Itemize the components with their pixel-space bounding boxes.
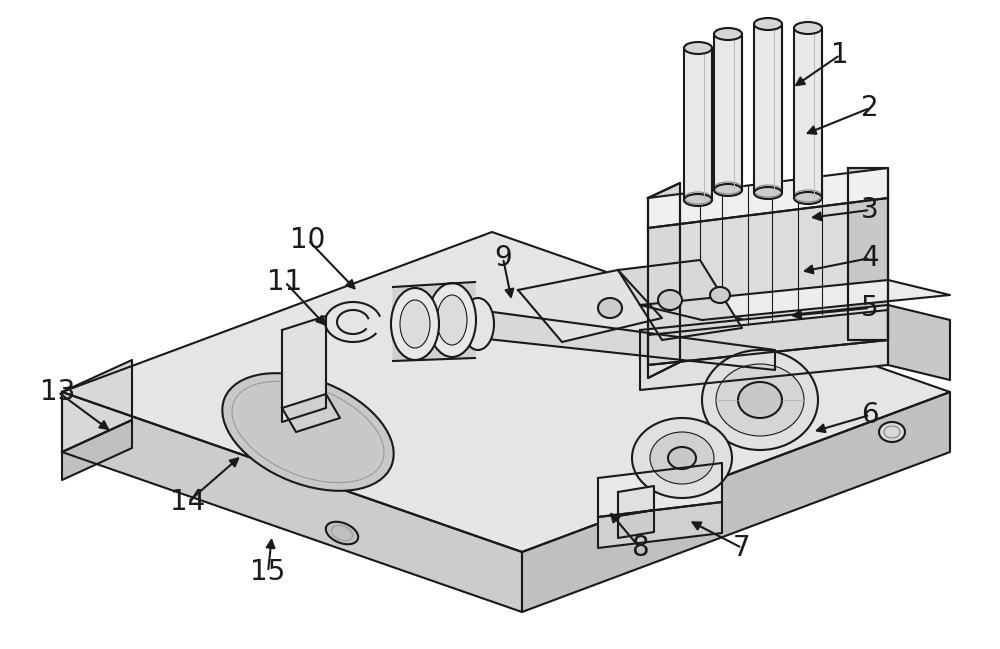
Polygon shape xyxy=(62,420,132,480)
Text: 3: 3 xyxy=(861,196,879,224)
Ellipse shape xyxy=(684,194,712,206)
Ellipse shape xyxy=(684,42,712,54)
Ellipse shape xyxy=(428,283,476,357)
Polygon shape xyxy=(640,280,950,320)
Ellipse shape xyxy=(462,298,494,350)
Text: 14: 14 xyxy=(170,488,206,516)
Text: 13: 13 xyxy=(40,378,76,406)
Polygon shape xyxy=(648,198,888,365)
Text: 4: 4 xyxy=(861,244,879,272)
Ellipse shape xyxy=(400,300,430,348)
Polygon shape xyxy=(714,34,742,190)
Ellipse shape xyxy=(716,364,804,436)
Ellipse shape xyxy=(714,28,742,40)
Polygon shape xyxy=(522,392,950,612)
Ellipse shape xyxy=(794,22,822,34)
Polygon shape xyxy=(754,24,782,193)
Text: 15: 15 xyxy=(250,558,286,586)
Text: 5: 5 xyxy=(861,294,879,322)
Text: 6: 6 xyxy=(861,401,879,429)
Ellipse shape xyxy=(668,447,696,469)
Polygon shape xyxy=(640,305,888,390)
Ellipse shape xyxy=(326,522,358,545)
Polygon shape xyxy=(282,316,326,422)
Ellipse shape xyxy=(650,432,714,484)
Polygon shape xyxy=(888,305,950,380)
Polygon shape xyxy=(62,360,132,452)
Polygon shape xyxy=(62,392,522,612)
Ellipse shape xyxy=(754,187,782,199)
Ellipse shape xyxy=(391,288,439,360)
Ellipse shape xyxy=(714,184,742,196)
Ellipse shape xyxy=(632,418,732,498)
Ellipse shape xyxy=(598,298,622,318)
Polygon shape xyxy=(648,168,888,228)
Polygon shape xyxy=(648,183,680,378)
Ellipse shape xyxy=(658,290,682,310)
Ellipse shape xyxy=(437,295,467,345)
Polygon shape xyxy=(848,168,888,340)
Polygon shape xyxy=(684,48,712,200)
Polygon shape xyxy=(648,310,888,365)
Text: 9: 9 xyxy=(494,244,512,272)
Polygon shape xyxy=(618,486,654,516)
Polygon shape xyxy=(478,310,775,370)
Ellipse shape xyxy=(710,287,730,303)
Text: 1: 1 xyxy=(831,41,849,69)
Polygon shape xyxy=(598,502,722,548)
Ellipse shape xyxy=(702,350,818,450)
Polygon shape xyxy=(794,28,822,198)
Ellipse shape xyxy=(879,422,905,442)
Polygon shape xyxy=(598,463,722,517)
Ellipse shape xyxy=(738,382,782,418)
Polygon shape xyxy=(518,270,662,342)
Text: 11: 11 xyxy=(267,268,303,296)
Polygon shape xyxy=(393,282,475,361)
Text: 7: 7 xyxy=(733,534,751,562)
Polygon shape xyxy=(62,232,950,552)
Polygon shape xyxy=(618,260,742,340)
Text: 10: 10 xyxy=(290,226,326,254)
Ellipse shape xyxy=(794,192,822,204)
Polygon shape xyxy=(618,510,654,538)
Text: 8: 8 xyxy=(631,534,649,562)
Polygon shape xyxy=(282,394,340,432)
Ellipse shape xyxy=(754,18,782,30)
Ellipse shape xyxy=(222,373,394,491)
Text: 2: 2 xyxy=(861,94,879,122)
